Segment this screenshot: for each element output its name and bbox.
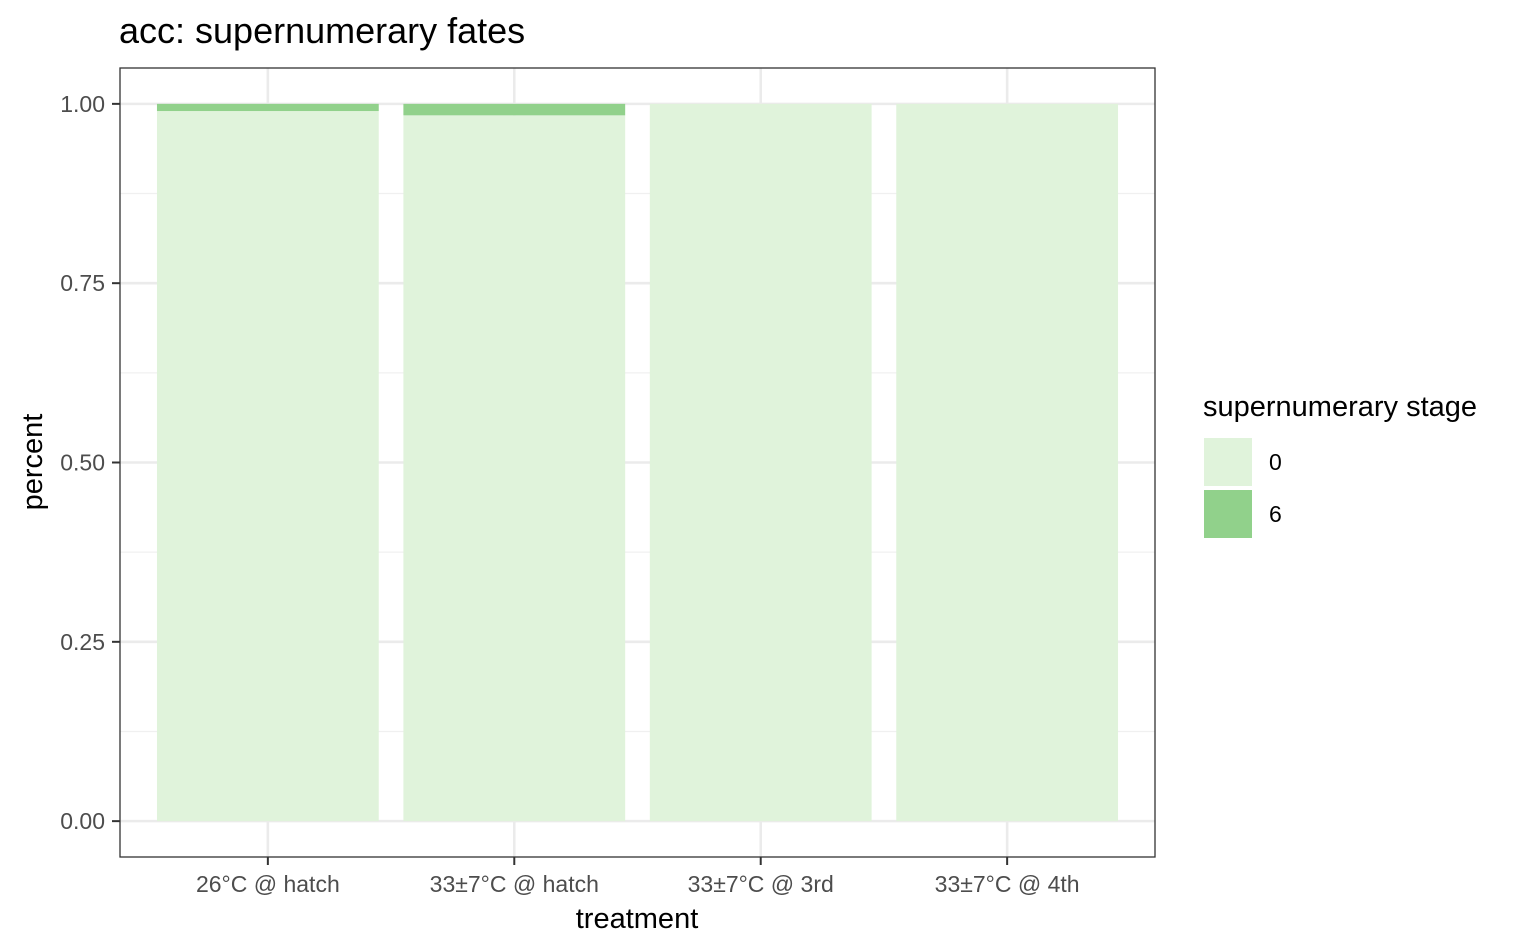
chart-title: acc: supernumerary fates: [119, 10, 525, 51]
y-tick-label: 0.25: [60, 629, 105, 655]
bar-segment: [896, 103, 1119, 822]
legend-key: [1204, 438, 1252, 486]
bar-segment: [403, 103, 626, 116]
y-tick-label: 0.00: [60, 808, 105, 834]
x-tick-label: 26°C @ hatch: [196, 871, 340, 897]
bar-segment: [403, 115, 626, 822]
x-tick-label: 33±7°C @ 4th: [935, 871, 1080, 897]
legend-key: [1204, 490, 1252, 538]
x-tick-label: 33±7°C @ 3rd: [688, 871, 834, 897]
legend: supernumerary stage 06: [1203, 391, 1477, 538]
bar-segment: [649, 103, 872, 822]
bar-segment: [156, 103, 379, 112]
x-axis: 26°C @ hatch 33±7°C @ hatch 33±7°C @ 3rd 33…: [196, 857, 1080, 897]
y-tick-label: 0.50: [60, 450, 105, 476]
legend-title: supernumerary stage: [1203, 391, 1477, 423]
y-tick-label: 1.00: [60, 91, 105, 117]
legend-label: 0: [1269, 449, 1282, 475]
legend-items: 06: [1204, 438, 1282, 538]
x-axis-title: treatment: [576, 903, 699, 935]
bar-segment: [156, 111, 379, 822]
x-tick-label: 33±7°C @ hatch: [430, 871, 599, 897]
legend-label: 6: [1269, 501, 1282, 527]
y-axis: 0.00 0.25 0.50 0.75 1.00: [60, 91, 120, 834]
y-axis-title: percent: [17, 414, 49, 511]
bars: [156, 103, 1119, 822]
y-tick-label: 0.75: [60, 270, 105, 296]
